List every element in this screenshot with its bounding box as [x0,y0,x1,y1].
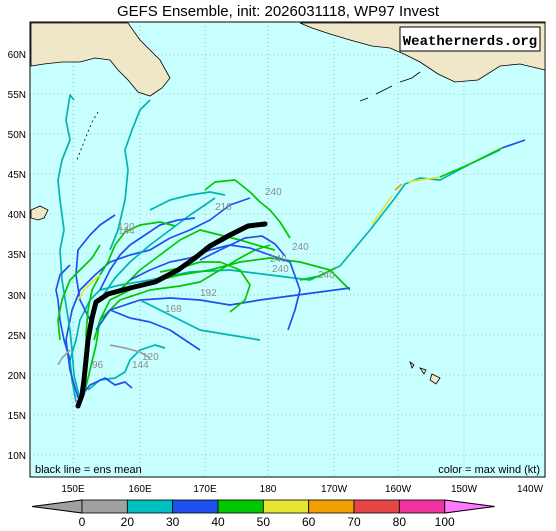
colorbar-tick-label: 50 [257,515,271,529]
hour-label: 240 [318,270,335,281]
hour-label: 96 [92,360,104,371]
lat-label: 50N [8,130,26,141]
hour-label: 120 [118,222,135,233]
watermark-text: Weathernerds.org [403,34,537,50]
colorbar-swatch [308,499,355,514]
hour-label: 240 [272,264,289,275]
hour-label: 144 [132,360,149,371]
member-track [371,195,393,225]
lon-label: 140W [517,484,544,495]
member-track [99,217,196,291]
member-track [57,349,71,366]
lat-label: 40N [8,210,26,221]
member-track [85,221,176,356]
member-track [69,149,501,403]
member-track [75,214,116,321]
lat-axis: 60N 55N 50N 45N 40N 35N 30N 25N 20N 15N … [8,50,26,462]
colorbar-swatch [353,499,400,514]
member-track [129,244,301,331]
member-track [139,299,261,341]
watermark-box [399,26,541,52]
lon-label: 160E [128,484,152,495]
lat-label: 10N [8,451,26,462]
ensemble-mean-track [75,221,268,409]
member-track [95,287,351,331]
member-track [394,183,403,191]
hour-label: 168 [165,304,182,315]
member-track [109,309,201,351]
member-track [149,191,226,211]
hour-label: 240 [270,254,287,265]
lat-label: 45N [8,170,26,181]
colorbar-tick-label: 20 [121,515,135,529]
ensemble-tracks [55,94,526,403]
member-track [439,147,503,178]
colorbar-tick-label: 0 [79,515,86,529]
lat-label: 25N [8,331,26,342]
lat-label: 30N [8,291,26,302]
hour-label: 192 [200,288,217,299]
lon-label: 160W [385,484,412,495]
member-track [65,197,251,399]
member-track [55,264,71,361]
aleutian-islands [359,71,421,102]
ocean-area [29,21,546,478]
lat-label: 35N [8,250,26,261]
member-track [204,179,291,239]
colorbar-tick-label: 100 [435,515,455,529]
color-note: color = max wind (kt) [438,464,540,476]
mean-line-note: black line = ens mean [35,464,142,476]
kamchatka-land [30,22,171,97]
lat-label: 55N [8,90,26,101]
member-track [299,267,336,281]
lon-label: 170E [193,484,217,495]
colorbar-swatch [126,499,174,514]
member-track [109,344,151,359]
lon-axis: 150E 160E 170E 180 170W 160W 150W 140W [61,484,543,495]
member-track [407,176,441,183]
member-track [99,197,216,301]
colorbar-ticks: 0 20 30 40 50 60 70 80 100 [79,515,455,529]
colorbar-tick-label: 40 [211,515,225,529]
lon-label: 180 [260,484,277,495]
member-track [109,99,151,251]
hour-label: 240 [292,242,309,253]
member-track [199,235,286,261]
colorbar-swatch [398,499,446,514]
colorbar-tick-label: 60 [302,515,316,529]
colorbar-swatch [81,499,128,514]
hour-label: 240 [265,187,282,198]
lon-label: 170W [321,484,348,495]
hour-label: 216 [215,202,232,213]
hour-label: 144 [118,226,135,237]
member-track [57,244,101,341]
member-track [57,94,81,401]
colorbar-swatch [262,499,310,514]
lat-label: 15N [8,411,26,422]
member-track [501,139,526,149]
member-track [119,229,276,291]
map-title: GEFS Ensemble, init: 2026031118, WP97 In… [117,3,440,20]
colorbar-tick-label: 30 [166,515,180,529]
member-track [77,274,101,301]
hawaii-islands [409,360,441,385]
colorbar-tick-label: 80 [393,515,407,529]
lon-label: 150W [451,484,478,495]
member-track [81,377,133,396]
hour-labels: 240 216 240 240 240 240 192 168 144 120 … [92,187,335,371]
kuril-islands [75,111,99,163]
lat-label: 60N [8,50,26,61]
colorbar-right-arrow [444,499,495,514]
colorbar-tick-label: 70 [347,515,361,529]
japan-land [30,205,49,221]
lat-label: 20N [8,371,26,382]
hour-label: 120 [142,352,159,363]
wind-colorbar [31,499,495,514]
colorbar-swatch [172,499,219,514]
colorbar-swatch [217,499,264,514]
colorbar-left-arrow [31,499,83,514]
lon-label: 150E [61,484,85,495]
